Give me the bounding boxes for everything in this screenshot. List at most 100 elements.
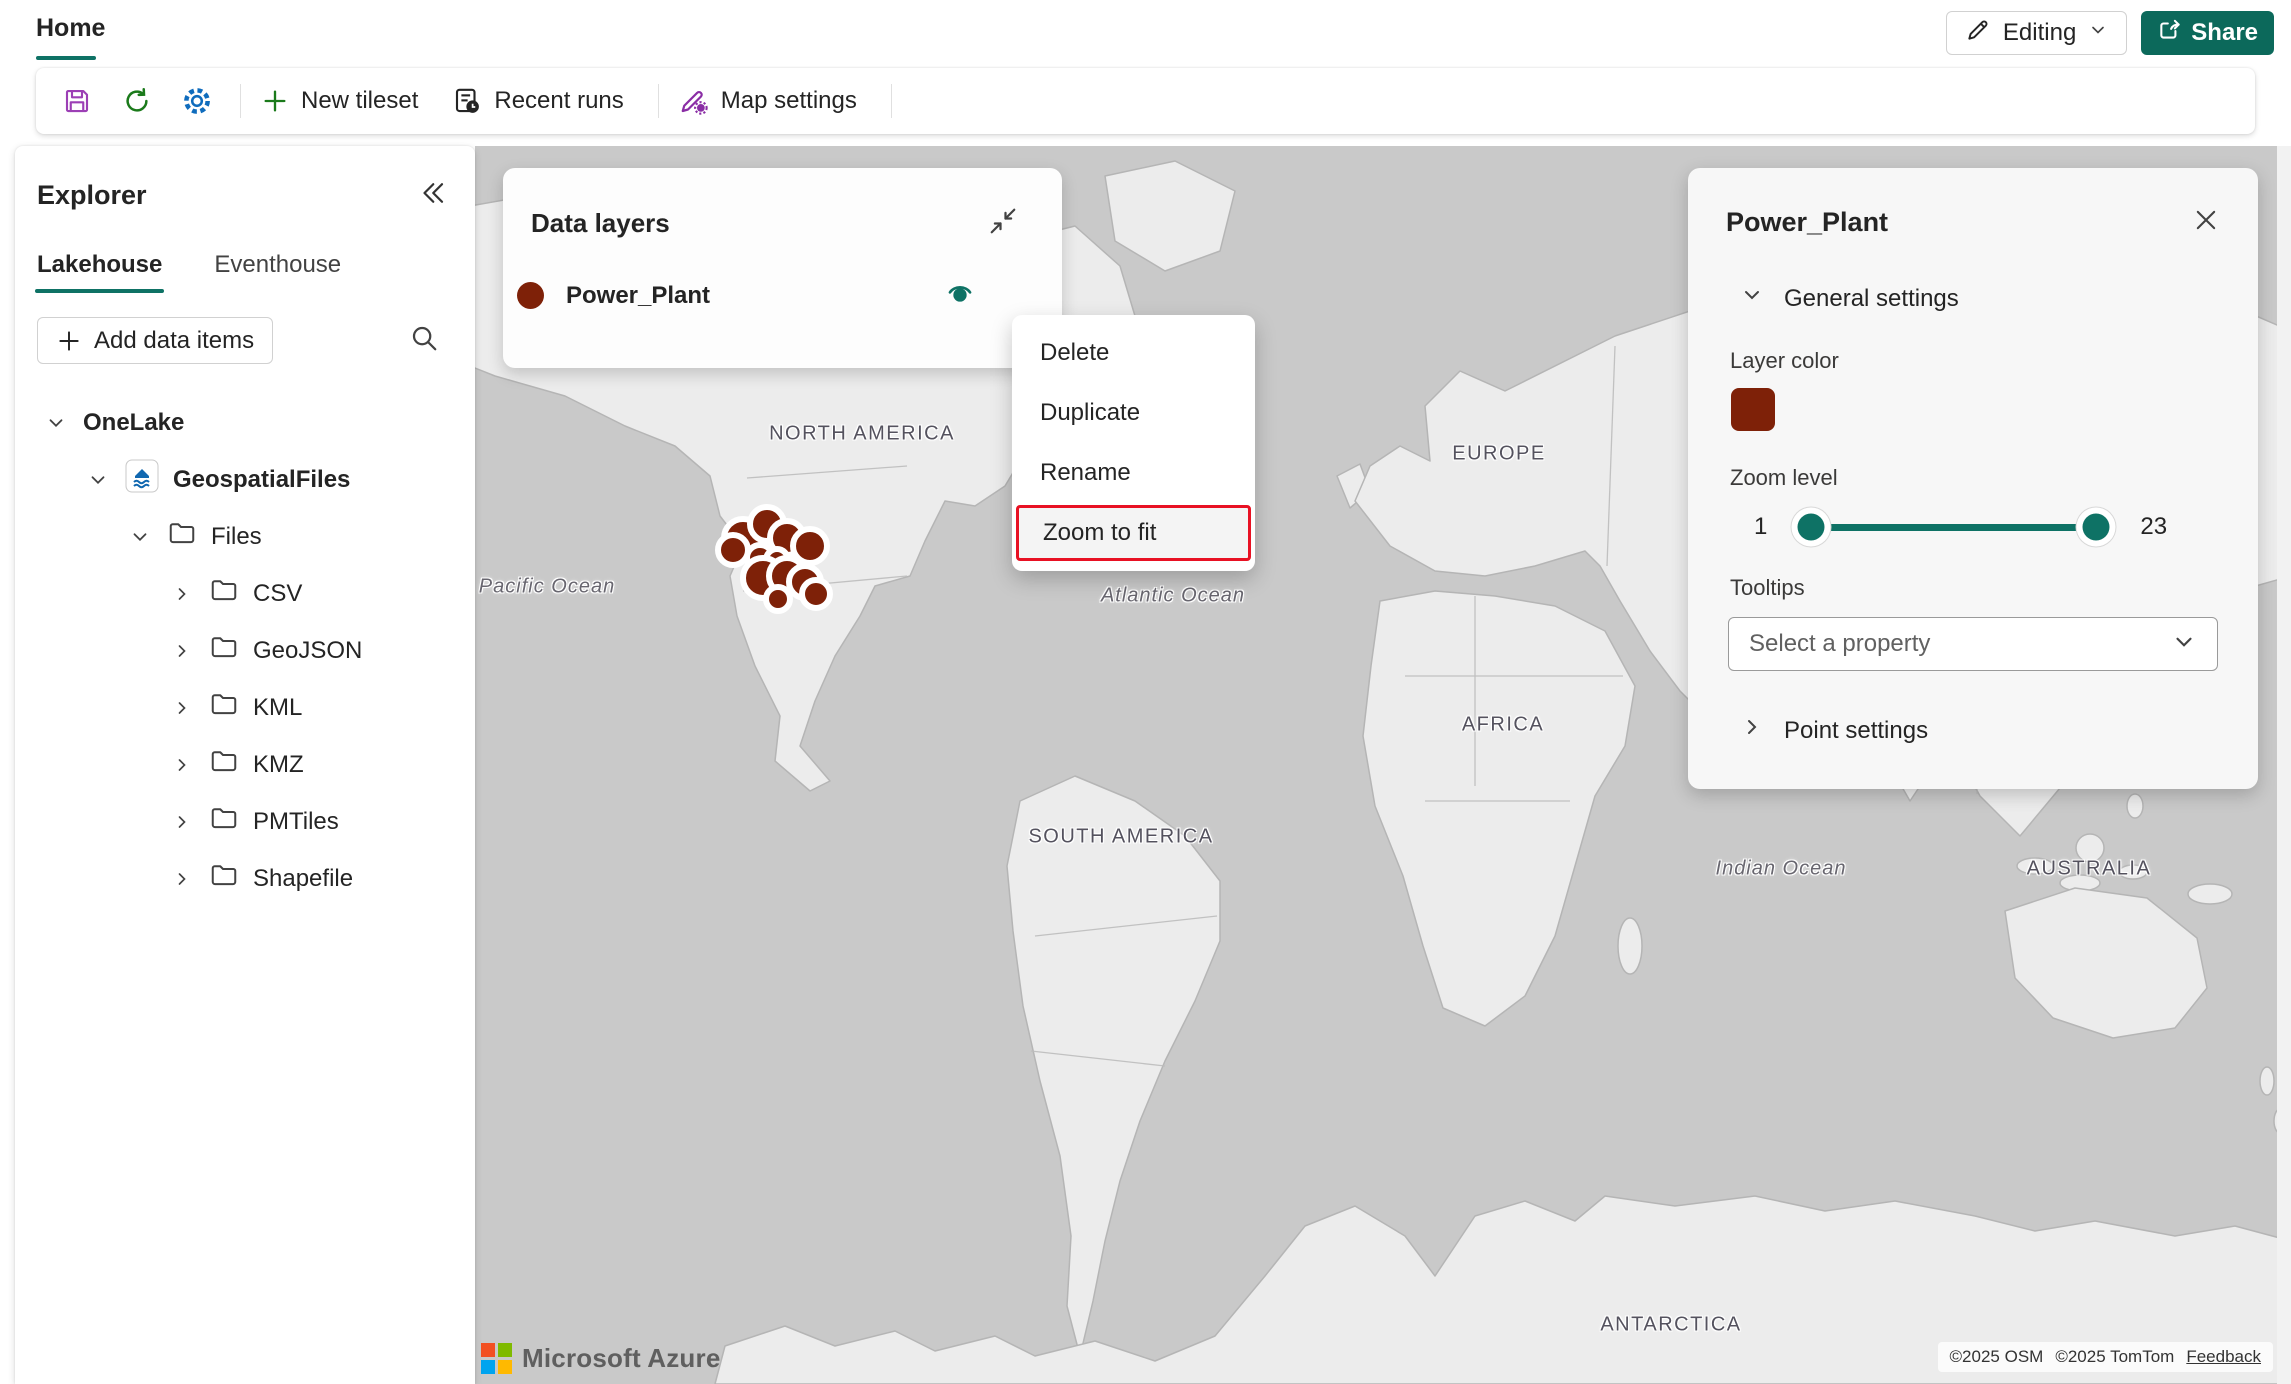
editing-dropdown[interactable]: Editing [1945,11,2128,55]
tooltips-placeholder: Select a property [1749,630,1931,657]
folder-icon [209,803,239,840]
editing-label: Editing [2002,19,2077,46]
map-label-continent: AUSTRALIA [2026,857,2152,880]
microsoft-logo-icon [481,1343,512,1374]
refresh-button[interactable] [120,84,154,118]
properties-panel-title: Power_Plant [1726,207,1889,237]
search-icon[interactable] [409,323,439,358]
collapse-sidebar-icon[interactable] [417,178,447,213]
folder-icon [209,689,239,726]
folder-icon [209,632,239,669]
zoom-level-slider: 1 23 [1754,513,2258,541]
copyright-osm: ©2025 OSM [1949,1347,2044,1366]
close-icon[interactable] [2192,206,2220,239]
tab-home-underline [36,56,96,60]
map-label-ocean: Atlantic Ocean [1100,584,1246,607]
map-label-continent: AFRICA [1461,713,1545,736]
chevron-right-icon[interactable] [169,866,195,892]
slider-thumb-min[interactable] [1797,513,1825,541]
layer-name: Power_Plant [566,281,711,309]
map-right-scroll-strip [2277,146,2291,1384]
general-settings-section[interactable]: General settings [1688,283,2258,314]
map-label-continent: NORTH AMERICA [769,422,955,445]
layer-context-menu: Delete Duplicate Rename Zoom to fit [1012,315,1255,571]
chevron-down-icon[interactable] [85,467,111,493]
map-attribution: ©2025 OSM ©2025 TomTom Feedback [1937,1342,2273,1372]
slider-track[interactable] [1797,513,2110,541]
map-label-ocean: Indian Ocean [1715,857,1847,880]
layer-color-swatch[interactable] [1731,388,1775,431]
chevron-right-icon[interactable] [169,809,195,835]
chevron-down-icon [1740,283,1764,314]
tree-item-files[interactable]: Files [15,508,475,565]
tree-item-geojson[interactable]: GeoJSON [15,622,475,679]
tree-item-kml[interactable]: KML [15,679,475,736]
chevron-down-icon[interactable] [127,524,153,550]
toolbar: New tileset Recent runs Map settings [36,68,2255,134]
tooltips-label: Tooltips [1730,575,1805,600]
recent-runs-button[interactable]: Recent runs [452,86,624,116]
explorer-sidebar: Explorer Lakehouse Eventhouse Add data i… [15,146,475,1384]
tree-item-kmz[interactable]: KMZ [15,736,475,793]
tooltips-select[interactable]: Select a property [1728,617,2218,671]
tree-item-csv[interactable]: CSV [15,565,475,622]
explorer-title: Explorer [37,180,147,210]
map-settings-icon [681,90,708,115]
microsoft-azure-logo: Microsoft Azure [481,1343,721,1374]
toolbar-divider [890,84,892,118]
map-label-continent: ANTARCTICA [1600,1313,1742,1336]
collapse-panel-icon[interactable] [988,206,1018,241]
save-button[interactable] [60,84,94,118]
toolbar-divider [657,84,659,118]
new-tileset-button[interactable]: New tileset [261,87,418,115]
chevron-right-icon[interactable] [169,752,195,778]
map-canvas[interactable]: NORTH AMERICA EUROPE AFRICA SOUTH AMERIC… [475,146,2291,1384]
chevron-down-icon [2171,629,2197,660]
tree-item-onelake[interactable]: OneLake [15,394,475,451]
tree-item-pmtiles[interactable]: PMTiles [15,793,475,850]
chevron-right-icon[interactable] [169,695,195,721]
header: Home Editing Share [0,0,2291,66]
toolbar-divider [240,84,241,118]
recent-runs-icon [456,88,480,113]
layer-row-power-plant[interactable]: Power_Plant [503,277,1062,314]
menu-item-zoom-to-fit[interactable]: Zoom to fit [1016,505,1251,561]
layer-color-label: Layer color [1730,348,1839,373]
tab-lakehouse[interactable]: Lakehouse [34,251,165,293]
menu-item-duplicate[interactable]: Duplicate [1040,399,1141,426]
map-settings-button[interactable]: Map settings [679,86,857,116]
add-data-items-button[interactable]: Add data items [37,317,274,364]
tab-home[interactable]: Home [36,14,106,42]
menu-item-rename[interactable]: Rename [1040,459,1131,486]
settings-button[interactable] [180,84,214,118]
copyright-tomtom: ©2025 TomTom [2055,1347,2175,1366]
folder-icon [209,860,239,897]
map-label-ocean: Pacific Ocean [478,575,616,598]
feedback-link[interactable]: Feedback [2186,1347,2261,1366]
menu-item-delete[interactable]: Delete [1040,339,1110,366]
data-layers-title: Data layers [531,208,670,238]
folder-icon [209,575,239,612]
tree-item-geospatialfiles[interactable]: GeospatialFiles [15,451,475,508]
map-label-continent: SOUTH AMERICA [1028,825,1214,848]
chevron-right-icon [1740,715,1764,746]
map-label-continent: EUROPE [1452,442,1546,465]
share-button[interactable]: Share [2141,11,2274,55]
slider-thumb-max[interactable] [2082,513,2110,541]
zoom-level-label: Zoom level [1730,465,1838,490]
visibility-eye-icon[interactable] [944,277,976,314]
chevron-right-icon[interactable] [169,638,195,664]
data-layers-panel: Data layers Power_Plant [503,168,1062,368]
tab-eventhouse[interactable]: Eventhouse [214,251,342,278]
point-settings-section[interactable]: Point settings [1688,715,2258,746]
chevron-down-icon [2088,19,2108,47]
chevron-down-icon[interactable] [43,410,69,436]
share-icon [2157,17,2183,50]
zoom-min-value: 1 [1754,513,1768,540]
layer-properties-panel: Power_Plant General settings Layer color… [1688,168,2258,789]
layer-color-dot [517,282,544,309]
tree-item-shapefile[interactable]: Shapefile [15,850,475,907]
pencil-icon [1965,17,1991,50]
chevron-right-icon[interactable] [169,581,195,607]
